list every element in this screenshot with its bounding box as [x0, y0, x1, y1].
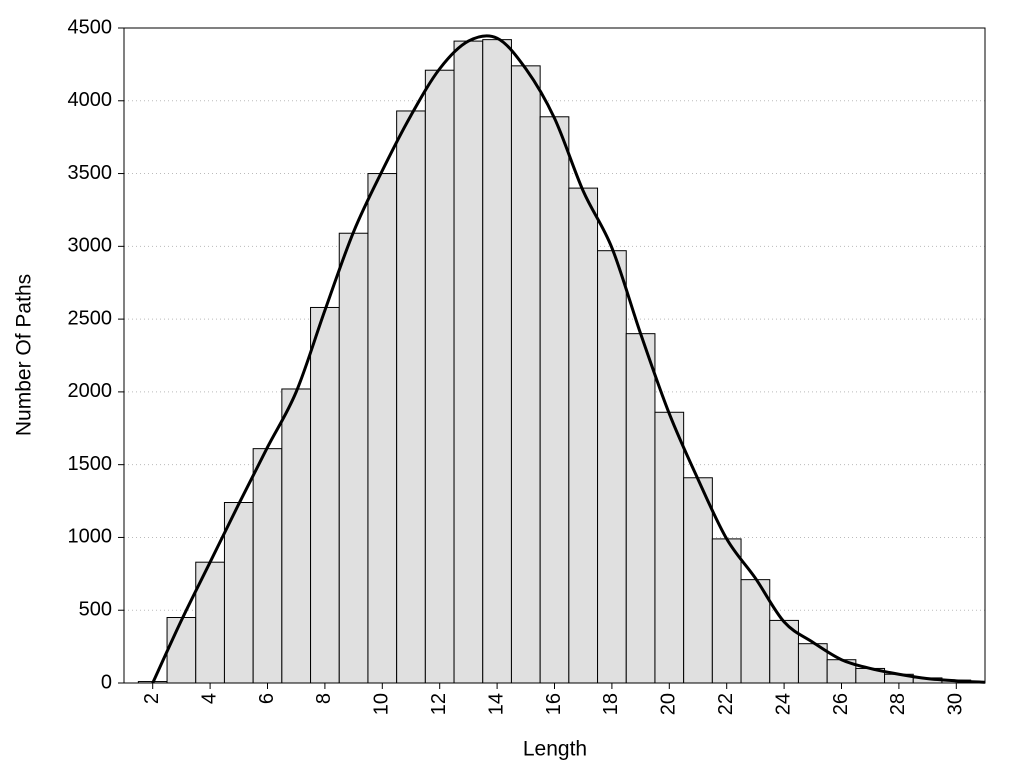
x-tick-label: 16 — [543, 693, 565, 715]
bar — [281, 388, 312, 684]
y-tick-label: 1000 — [68, 526, 113, 548]
y-tick-label: 2000 — [68, 380, 113, 402]
x-tick-label: 22 — [715, 693, 737, 715]
x-tick-label: 4 — [198, 693, 220, 704]
x-tick-label: 6 — [256, 693, 278, 704]
bar — [568, 187, 599, 684]
bar — [166, 617, 197, 684]
y-tick-label: 4000 — [68, 89, 113, 111]
y-tick-label: 500 — [79, 599, 112, 621]
bar — [396, 110, 426, 684]
x-tick-label: 28 — [887, 693, 909, 715]
bar — [367, 173, 398, 684]
bar — [424, 69, 455, 684]
x-tick-label: 14 — [485, 693, 507, 715]
bar — [539, 116, 570, 684]
bar — [453, 40, 484, 684]
bar — [711, 538, 742, 684]
bar — [252, 448, 283, 684]
x-tick-label: 8 — [313, 693, 335, 704]
bar — [597, 250, 627, 684]
y-tick-label: 3500 — [68, 162, 113, 184]
x-tick-label: 18 — [600, 693, 622, 715]
x-tick-label: 10 — [371, 693, 393, 715]
y-tick-label: 3000 — [68, 235, 113, 257]
y-axis-title: Number Of Paths — [13, 274, 36, 436]
bar — [310, 306, 340, 684]
bar — [510, 65, 541, 684]
bar — [625, 333, 656, 684]
x-tick-label: 24 — [772, 693, 794, 715]
x-tick-label: 2 — [141, 693, 163, 704]
bar — [654, 411, 685, 684]
x-tick-label: 20 — [658, 693, 680, 715]
bar — [482, 39, 512, 684]
bar — [740, 579, 771, 684]
y-tick-label: 4500 — [68, 16, 113, 38]
x-tick-label: 30 — [945, 693, 967, 715]
y-tick-label: 2500 — [68, 307, 113, 329]
x-tick-label: 12 — [428, 693, 450, 715]
plot-frame — [123, 27, 986, 684]
bar — [223, 502, 254, 684]
x-tick-label: 26 — [830, 693, 852, 715]
y-tick-label: 1500 — [68, 453, 113, 475]
curve — [151, 34, 986, 684]
x-axis-title: Length — [523, 738, 587, 761]
bar — [338, 232, 369, 684]
bar — [683, 477, 713, 684]
y-tick-label: 0 — [101, 671, 112, 693]
